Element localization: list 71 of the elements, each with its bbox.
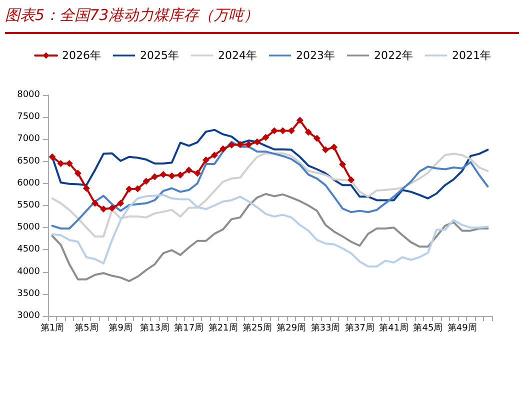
point: [330, 144, 338, 151]
x-tick-label: 第9周: [108, 322, 132, 334]
point: [160, 171, 167, 178]
point: [348, 176, 355, 184]
y-tick-label: 7500: [17, 112, 40, 122]
x-tick-label: 第33周: [310, 322, 340, 334]
point: [262, 134, 270, 141]
line-series: [51, 140, 489, 230]
point: [82, 184, 90, 192]
point: [288, 127, 295, 134]
line-series: [51, 194, 489, 268]
x-tick-label: 第1周: [40, 322, 64, 334]
x-tick-label: 第45周: [413, 322, 443, 334]
legend-label: 2026年: [62, 49, 102, 62]
line-series: [51, 152, 489, 238]
point: [245, 141, 252, 148]
legend-label: 2021年: [452, 49, 491, 62]
point: [304, 128, 312, 136]
y-tick-label: 3000: [17, 311, 40, 321]
point: [100, 206, 107, 213]
point: [74, 170, 82, 177]
point: [91, 200, 98, 207]
y-tick-label: 6500: [17, 156, 40, 166]
point: [108, 204, 116, 212]
legend-label: 2024年: [218, 49, 258, 62]
point: [142, 178, 150, 185]
chart-title: 图表5：全国73港动力煤库存（万吨）: [5, 2, 519, 34]
legend-label: 2025年: [140, 49, 180, 62]
point: [151, 173, 158, 180]
point: [57, 160, 64, 168]
point: [322, 146, 329, 154]
x-tick-label: 第25周: [242, 322, 272, 334]
x-tick-label: 第29周: [276, 322, 306, 334]
point: [134, 185, 142, 192]
line-series: [51, 193, 489, 282]
x-tick-label: 第37周: [344, 322, 374, 334]
point: [220, 145, 227, 152]
point: [126, 186, 133, 193]
x-tick-label: 第13周: [140, 322, 170, 334]
point: [117, 200, 124, 207]
x-tick-label: 第21周: [208, 322, 238, 334]
y-tick-label: 3500: [17, 288, 40, 299]
point: [176, 172, 184, 178]
x-tick-label: 第41周: [379, 322, 409, 334]
point: [194, 170, 201, 177]
point: [279, 127, 286, 134]
point: [339, 160, 346, 168]
point: [48, 153, 56, 160]
y-tick-label: 4000: [17, 266, 40, 277]
point: [313, 134, 320, 142]
y-tick-label: 8000: [17, 90, 40, 100]
x-tick-label: 第17周: [174, 322, 204, 334]
point: [296, 116, 304, 124]
y-tick-label: 5500: [17, 200, 40, 210]
point: [202, 156, 210, 164]
x-tick-label: 第5周: [74, 322, 98, 334]
point: [228, 141, 236, 148]
point: [236, 141, 244, 148]
y-tick-label: 6000: [17, 178, 40, 188]
point: [185, 166, 192, 174]
point: [168, 172, 176, 180]
point: [254, 138, 261, 146]
point: [270, 127, 278, 134]
y-tick-label: 4500: [17, 244, 40, 255]
x-tick-label: 第49周: [447, 322, 477, 334]
point: [211, 152, 218, 159]
legend-label: 2022年: [374, 49, 413, 62]
point: [66, 160, 73, 168]
y-tick-label: 5000: [17, 222, 40, 233]
y-tick-label: 7000: [17, 134, 40, 144]
legend-label: 2023年: [296, 49, 335, 62]
